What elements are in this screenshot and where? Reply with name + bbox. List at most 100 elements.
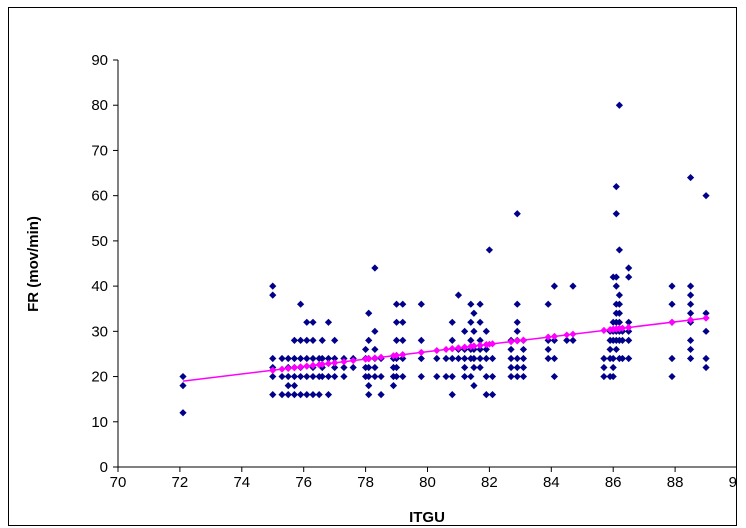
data-point [324, 372, 333, 381]
data-point [702, 327, 710, 335]
trendline-marker [550, 332, 558, 340]
data-point [309, 391, 317, 399]
data-point [417, 372, 425, 381]
data-point [600, 354, 608, 363]
data-point [377, 391, 385, 399]
data-point [442, 354, 450, 363]
data-point [318, 336, 326, 344]
data-point [686, 354, 695, 363]
trendline-marker [318, 360, 326, 368]
x-tick-label: 90 [729, 474, 736, 491]
x-axis-title: ITGU [409, 509, 445, 525]
data-point [615, 300, 623, 308]
data-point [179, 382, 187, 390]
data-point [324, 354, 333, 363]
data-point [179, 409, 187, 417]
data-point [297, 336, 305, 344]
data-point [290, 354, 299, 363]
data-point [371, 264, 379, 272]
data-point [371, 363, 379, 372]
data-point [625, 336, 633, 344]
data-point [278, 354, 286, 363]
data-point [399, 318, 407, 326]
data-point [303, 318, 311, 326]
data-point [606, 345, 614, 354]
data-point [448, 318, 456, 326]
data-point [290, 336, 299, 344]
data-point [702, 192, 710, 200]
data-point [442, 372, 450, 381]
data-point [318, 372, 326, 381]
data-point [702, 363, 710, 372]
trendline-marker [291, 364, 298, 372]
y-tick-label: 80 [91, 97, 108, 114]
data-point [284, 382, 292, 390]
data-point [615, 101, 623, 109]
data-point [377, 372, 385, 381]
data-point [331, 354, 339, 363]
data-point [297, 391, 305, 399]
data-point [324, 318, 333, 326]
data-point [519, 345, 528, 354]
data-point [702, 354, 710, 363]
data-point [600, 363, 608, 372]
data-point [507, 372, 515, 381]
data-point [331, 336, 339, 344]
trendline-marker [461, 343, 469, 351]
data-point [318, 354, 326, 363]
trendline-marker [399, 351, 407, 359]
data-point [686, 282, 695, 290]
data-point [371, 327, 379, 335]
y-tick-label: 60 [91, 188, 108, 205]
data-point [625, 264, 633, 272]
data-point [399, 300, 407, 308]
trendline-marker [612, 325, 620, 333]
data-point [513, 372, 521, 381]
data-point [303, 354, 311, 363]
data-point [454, 354, 463, 363]
data-point [618, 354, 627, 363]
data-point [269, 291, 277, 299]
y-ticks: 0 10 20 30 40 50 60 70 80 90 [91, 52, 118, 476]
data-point [618, 336, 627, 344]
data-point [365, 372, 373, 381]
data-point [519, 363, 528, 372]
data-point [340, 363, 348, 372]
scatter-chart: 0 10 20 30 40 50 60 70 80 90 70 72 74 76 78 80 82 84 86 88… [25, 52, 736, 525]
y-tick-label: 90 [91, 52, 108, 69]
y-tick-label: 40 [91, 278, 108, 295]
data-point [331, 372, 339, 381]
data-point [668, 300, 676, 308]
y-tick-label: 10 [91, 414, 108, 431]
data-point [519, 372, 528, 381]
data-point [470, 309, 478, 317]
data-point [461, 327, 469, 335]
data-point [668, 282, 676, 290]
data-point [371, 372, 379, 381]
data-point [461, 354, 469, 363]
data-point [278, 391, 286, 399]
data-point [686, 345, 695, 354]
data-point [362, 345, 370, 354]
trendline-marker [417, 349, 425, 356]
data-point [467, 372, 475, 381]
trendline-marker [269, 366, 277, 374]
data-point [467, 318, 475, 326]
data-point [668, 354, 676, 363]
data-point [371, 345, 379, 354]
trendline-marker [563, 331, 571, 339]
data-point [340, 372, 348, 381]
trendline-marker [349, 357, 357, 364]
data-point [476, 300, 484, 308]
data-point [569, 282, 577, 290]
data-point [625, 318, 633, 326]
trendline-marker [393, 351, 400, 359]
trendline-marker [470, 342, 478, 350]
trendline-marker [455, 344, 462, 352]
data-point [392, 363, 401, 372]
data-point [470, 382, 478, 390]
data-point [309, 318, 317, 326]
data-point [482, 327, 490, 335]
data-point [482, 345, 490, 354]
data-point [686, 291, 695, 299]
